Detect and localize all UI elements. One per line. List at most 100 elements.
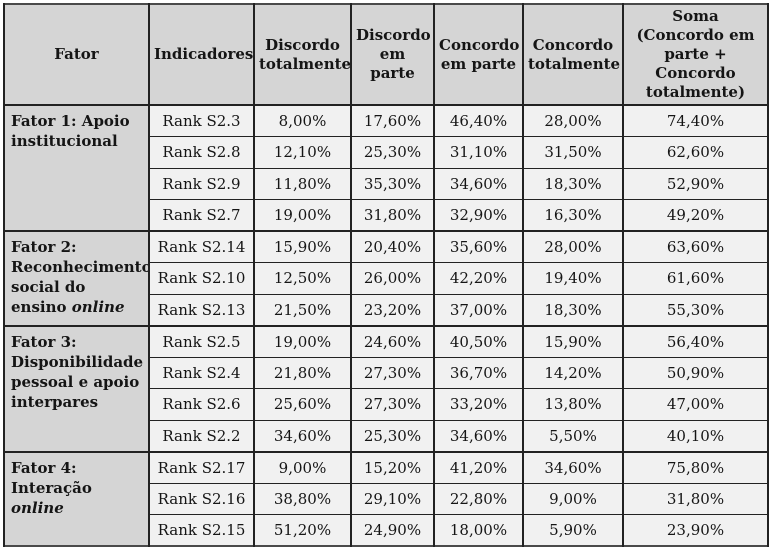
value-cell: 23,90% [622, 514, 769, 547]
table-row: Fator 3: Disponibilidade pessoal e apoio… [3, 324, 769, 452]
value-cell: 11,80% [253, 167, 352, 200]
value-cell: 38,80% [253, 482, 352, 515]
value-cell: 13,80% [522, 388, 624, 421]
value-cell: 12,10% [253, 136, 352, 169]
col-header-discordo-em-parte: Discordo em parte [350, 3, 435, 106]
indicator-cell: Rank S2.9 [148, 167, 255, 200]
table-row: Fator 4: Interação online Rank S2.17 9,0… [3, 450, 769, 547]
value-cell: 25,30% [350, 419, 435, 452]
table-row: Rank S2.9 11,80% 35,30% 34,60% 18,30% 52… [4, 167, 769, 200]
factor-cell-3: Fator 3: Disponibilidade pessoal e apoio… [3, 324, 150, 452]
value-cell: 20,40% [350, 230, 435, 263]
indicator-cell: Rank S2.7 [148, 199, 255, 232]
value-cell: 50,90% [622, 356, 769, 389]
indicator-cell: Rank S2.14 [148, 230, 255, 263]
value-cell: 34,60% [433, 167, 524, 200]
value-cell: 14,20% [522, 356, 624, 389]
value-cell: 21,50% [253, 293, 352, 326]
value-cell: 31,80% [350, 199, 435, 232]
value-cell: 19,40% [522, 262, 624, 295]
value-cell: 74,40% [622, 104, 769, 137]
col-header-soma: Soma (Concordo em parte + Concordo total… [622, 3, 769, 106]
value-cell: 46,40% [433, 104, 524, 137]
col-header-discordo-totalmente: Discordo totalmente [253, 3, 352, 106]
value-cell: 61,60% [622, 262, 769, 295]
value-cell: 8,00% [253, 104, 352, 137]
value-cell: 40,50% [433, 324, 524, 358]
value-cell: 35,60% [433, 230, 524, 263]
table-row: Rank S2.4 21,80% 27,30% 36,70% 14,20% 50… [4, 356, 769, 389]
indicator-cell: Rank S2.2 [148, 419, 255, 452]
value-cell: 41,20% [433, 450, 524, 484]
value-cell: 35,30% [350, 167, 435, 200]
value-cell: 21,80% [253, 356, 352, 389]
value-cell: 26,00% [350, 262, 435, 295]
col-header-indicadores: Indicadores [148, 3, 255, 106]
value-cell: 25,30% [350, 136, 435, 169]
value-cell: 31,80% [622, 482, 769, 515]
value-cell: 24,90% [350, 514, 435, 547]
value-cell: 51,20% [253, 514, 352, 547]
value-cell: 63,60% [622, 230, 769, 263]
indicator-cell: Rank S2.10 [148, 262, 255, 295]
value-cell: 15,20% [350, 450, 435, 484]
indicator-cell: Rank S2.17 [148, 450, 255, 484]
value-cell: 34,60% [253, 419, 352, 452]
value-cell: 24,60% [350, 324, 435, 358]
value-cell: 40,10% [622, 419, 769, 452]
value-cell: 49,20% [622, 199, 769, 232]
value-cell: 28,00% [522, 230, 624, 263]
value-cell: 27,30% [350, 356, 435, 389]
value-cell: 25,60% [253, 388, 352, 421]
col-header-concordo-totalmente: Concordo totalmente [522, 3, 624, 106]
value-cell: 31,50% [522, 136, 624, 169]
value-cell: 47,00% [622, 388, 769, 421]
indicator-cell: Rank S2.4 [148, 356, 255, 389]
value-cell: 34,60% [433, 419, 524, 452]
value-cell: 55,30% [622, 293, 769, 326]
factor-label: Fator 1: Apoio institucional [11, 112, 130, 150]
value-cell: 18,30% [522, 293, 624, 326]
value-cell: 27,30% [350, 388, 435, 421]
value-cell: 18,00% [433, 514, 524, 547]
col-header-fator: Fator [3, 3, 150, 106]
indicator-cell: Rank S2.8 [148, 136, 255, 169]
table-row: Rank S2.16 38,80% 29,10% 22,80% 9,00% 31… [4, 482, 769, 515]
value-cell: 5,90% [522, 514, 624, 547]
table-row: Rank S2.7 19,00% 31,80% 32,90% 16,30% 49… [4, 199, 769, 232]
value-cell: 75,80% [622, 450, 769, 484]
table-row: Fator 1: Apoio institucional Rank S2.3 8… [3, 104, 769, 232]
factor-cell-1: Fator 1: Apoio institucional [3, 104, 150, 232]
table-row: Rank S2.10 12,50% 26,00% 42,20% 19,40% 6… [4, 262, 769, 295]
value-cell: 36,70% [433, 356, 524, 389]
value-cell: 28,00% [522, 104, 624, 137]
value-cell: 34,60% [522, 450, 624, 484]
value-cell: 32,90% [433, 199, 524, 232]
value-cell: 29,10% [350, 482, 435, 515]
value-cell: 31,10% [433, 136, 524, 169]
indicator-cell: Rank S2.3 [148, 104, 255, 137]
table-row: Rank S2.8 12,10% 25,30% 31,10% 31,50% 62… [4, 136, 769, 169]
value-cell: 22,80% [433, 482, 524, 515]
value-cell: 19,00% [253, 199, 352, 232]
value-cell: 19,00% [253, 324, 352, 358]
indicator-cell: Rank S2.16 [148, 482, 255, 515]
table-row: Fator 2: Reconhecimento social do ensino… [3, 230, 769, 326]
value-cell: 37,00% [433, 293, 524, 326]
header-row: Fator Indicadores Discordo totalmente Di… [3, 3, 769, 106]
factor-label: Fator 3: Disponibilidade pessoal e apoio… [11, 332, 144, 411]
col-header-concordo-em-parte: Concordo em parte [433, 3, 524, 106]
value-cell: 16,30% [522, 199, 624, 232]
table-row: Rank S2.13 21,50% 23,20% 37,00% 18,30% 5… [4, 293, 769, 326]
factors-table: Fator Indicadores Discordo totalmente Di… [3, 3, 769, 547]
value-cell: 9,00% [522, 482, 624, 515]
value-cell: 42,20% [433, 262, 524, 295]
value-cell: 18,30% [522, 167, 624, 200]
indicator-cell: Rank S2.5 [148, 324, 255, 358]
indicator-cell: Rank S2.15 [148, 514, 255, 547]
value-cell: 23,20% [350, 293, 435, 326]
factor-label: Fator 4: Interação [11, 458, 92, 497]
value-cell: 12,50% [253, 262, 352, 295]
value-cell: 17,60% [350, 104, 435, 137]
